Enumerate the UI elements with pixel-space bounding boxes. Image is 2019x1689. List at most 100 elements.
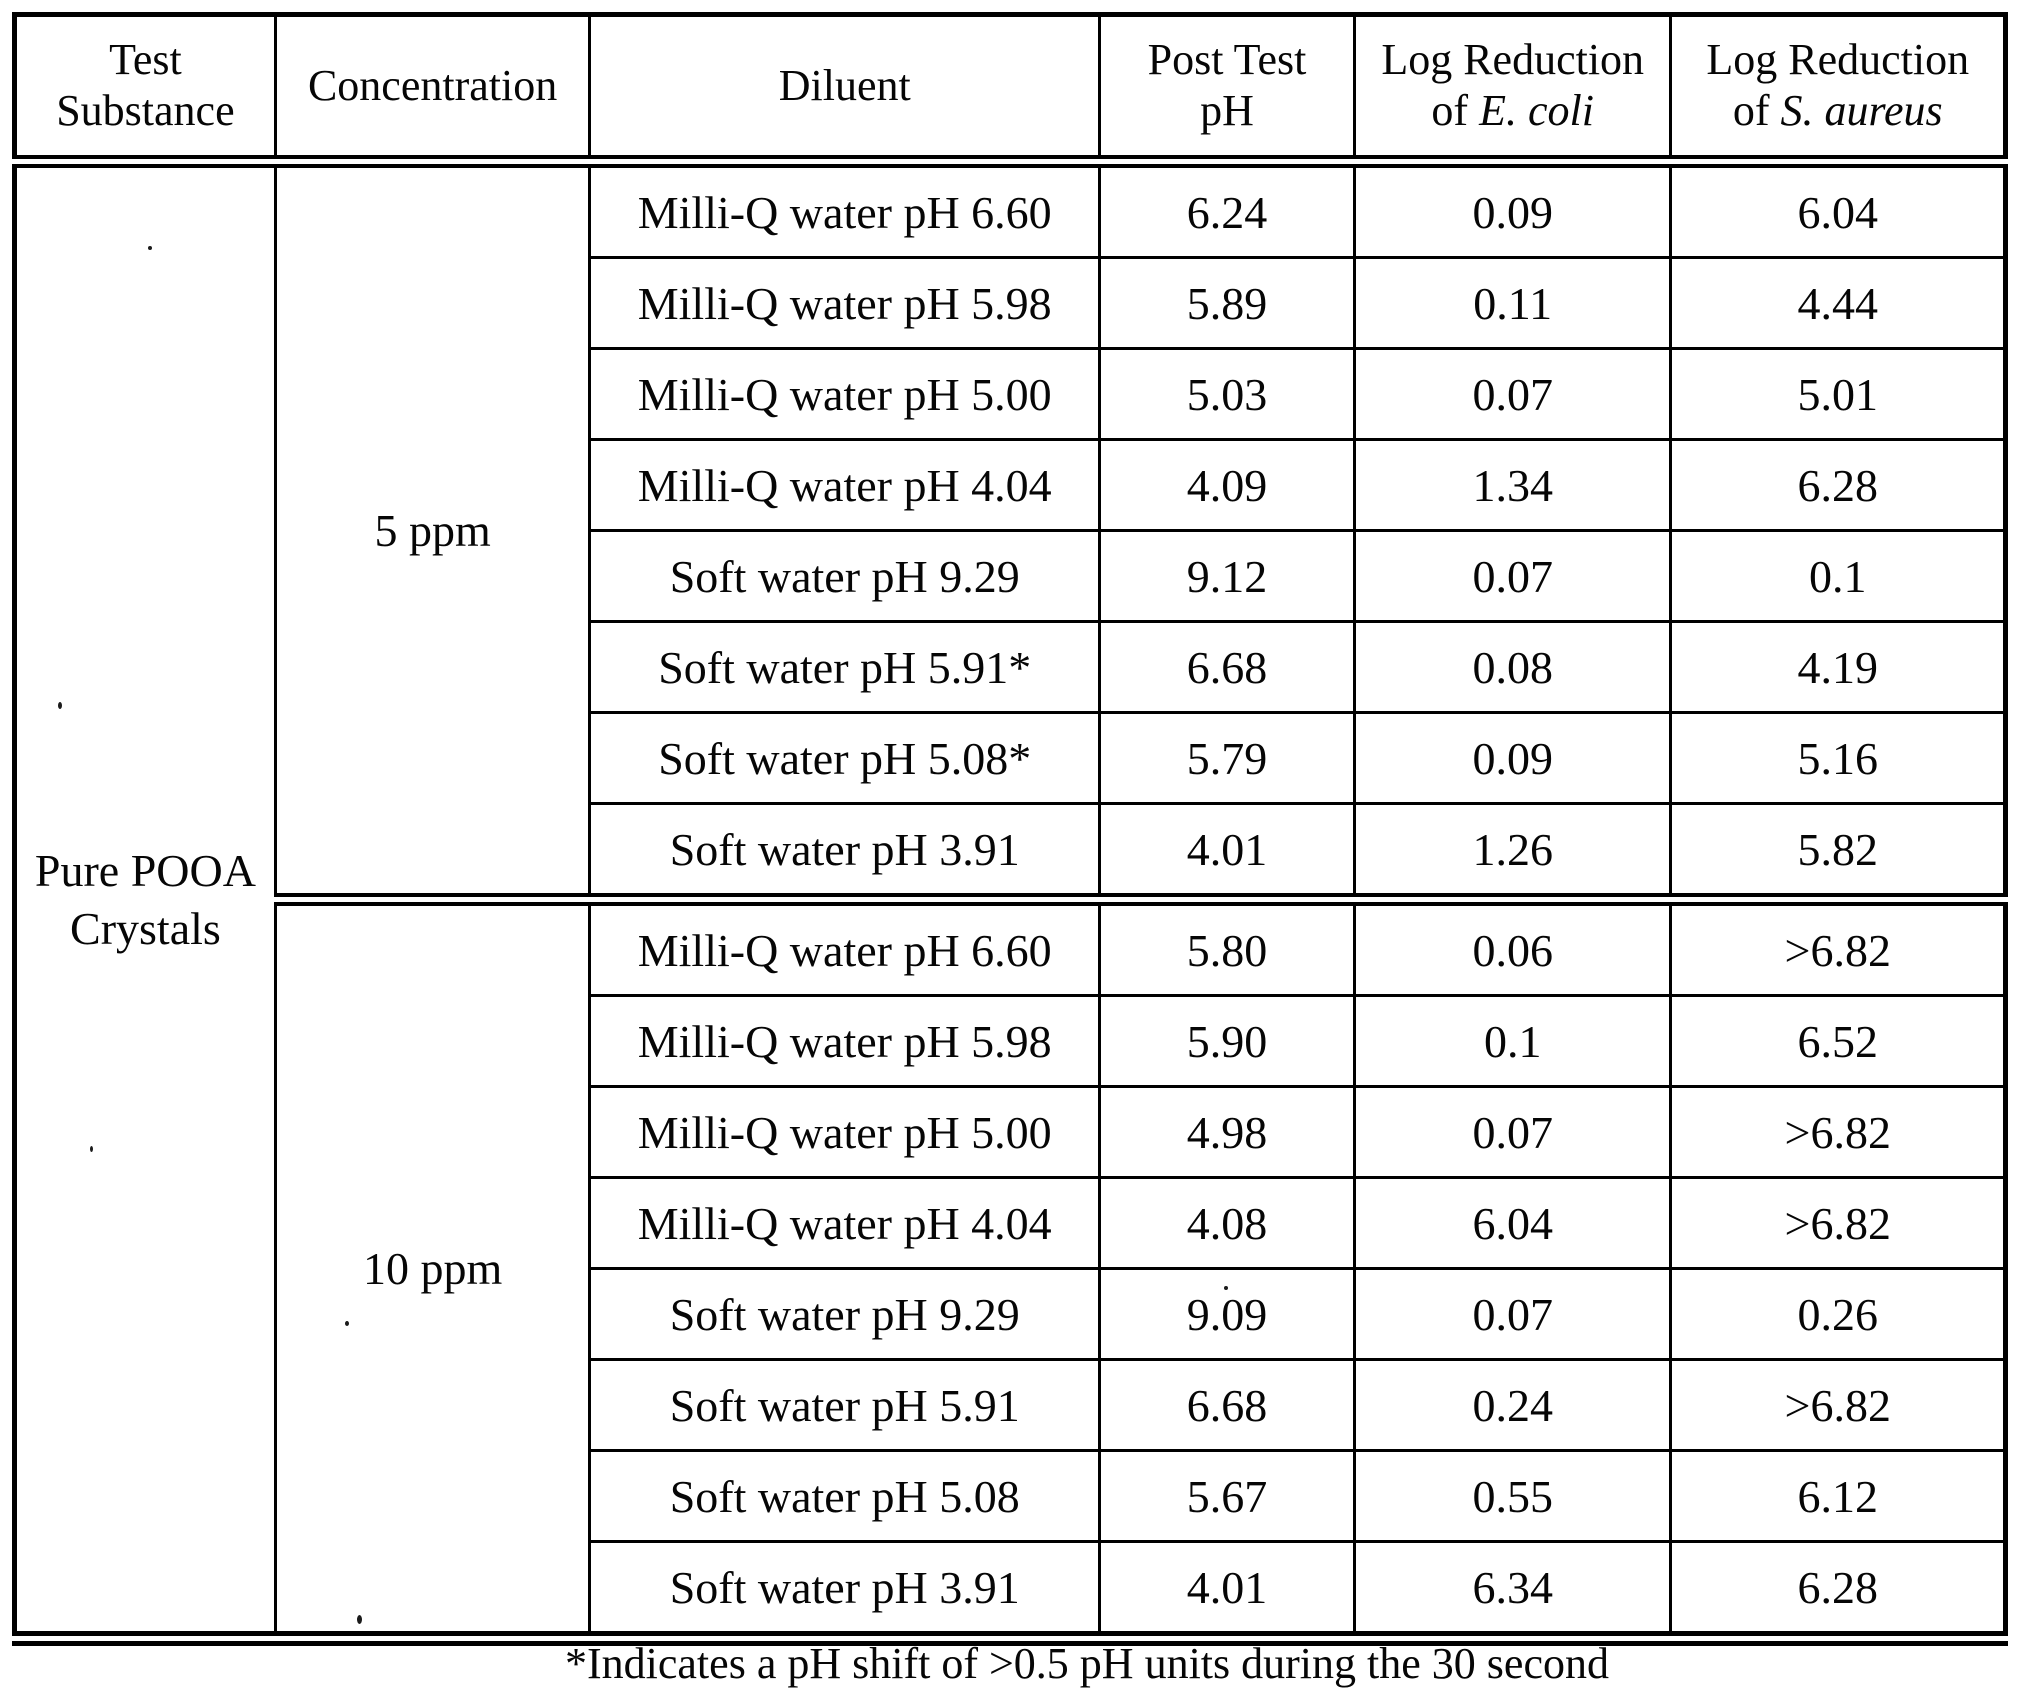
post-test-ph-cell: 6.68 — [1098, 620, 1356, 714]
post-test-ph-cell: 5.90 — [1098, 994, 1356, 1088]
table-row: Soft water pH 5.08 5.67 0.55 6.12 — [15, 1449, 2007, 1543]
header-saureus-species: S. aureus — [1780, 86, 1943, 135]
log-reduction-saureus-cell: 4.19 — [1669, 620, 2007, 714]
log-reduction-saureus-cell: 4.44 — [1669, 256, 2007, 350]
post-test-ph-cell: 5.79 — [1098, 711, 1356, 805]
log-reduction-ecoli-cell: 0.24 — [1352, 1358, 1673, 1452]
log-reduction-saureus-cell: 6.52 — [1669, 994, 2007, 1088]
test-substance-cell: Pure POOA Crystals — [13, 160, 277, 1640]
diluent-cell: Milli-Q water pH 5.00 — [588, 1085, 1102, 1179]
log-reduction-ecoli-cell: 0.07 — [1352, 1085, 1673, 1179]
scan-speck — [58, 702, 62, 709]
log-reduction-saureus-cell: 5.16 — [1669, 711, 2007, 805]
diluent-cell: Milli-Q water pH 5.00 — [588, 347, 1102, 441]
header-post-test-ph-line1: Post Test — [1147, 35, 1307, 85]
header-ecoli-species: E. coli — [1479, 86, 1594, 135]
diluent-cell: Milli-Q water pH 4.04 — [588, 438, 1102, 532]
table-row: Milli-Q water pH 4.04 4.08 6.04 >6.82 — [15, 1176, 2007, 1270]
log-reduction-ecoli-cell: 0.07 — [1352, 347, 1673, 441]
header-log-reduction-saureus: Log Reduction of S. aureus — [1669, 13, 2007, 168]
log-reduction-saureus-cell: >6.82 — [1669, 1176, 2007, 1270]
post-test-ph-cell: 4.08 — [1098, 1176, 1356, 1270]
diluent-cell: Milli-Q water pH 5.98 — [588, 256, 1102, 350]
post-test-ph-cell: 4.98 — [1098, 1085, 1356, 1179]
post-test-ph-cell: 5.67 — [1098, 1449, 1356, 1543]
table-row: Soft water pH 3.91 4.01 6.34 6.28 — [15, 1540, 2007, 1640]
log-reduction-saureus-cell: >6.82 — [1669, 893, 2007, 997]
diluent-cell: Soft water pH 5.91 — [588, 1358, 1102, 1452]
header-diluent: Diluent — [588, 13, 1102, 168]
post-test-ph-cell: 4.09 — [1098, 438, 1356, 532]
concentration-cell-10ppm: 10 ppm — [273, 893, 592, 1640]
log-reduction-saureus-cell: 5.01 — [1669, 347, 2007, 441]
log-reduction-ecoli-cell: 6.04 — [1352, 1176, 1673, 1270]
log-reduction-saureus-cell: 6.28 — [1669, 438, 2007, 532]
post-test-ph-cell: 4.01 — [1098, 1540, 1356, 1640]
scan-speck — [357, 1615, 362, 1624]
log-reduction-ecoli-cell: 0.55 — [1352, 1449, 1673, 1543]
table-row: Pure POOA Crystals 5 ppm Milli-Q water p… — [13, 160, 2007, 1640]
post-test-ph-cell: 5.89 — [1098, 256, 1356, 350]
table-row: Soft water pH 9.29 9.09 0.07 0.26 — [15, 1267, 2007, 1361]
log-reduction-ecoli-cell: 0.06 — [1352, 893, 1673, 997]
scan-speck — [1224, 1286, 1228, 1290]
log-reduction-saureus-cell: 6.28 — [1669, 1540, 2007, 1640]
post-test-ph-cell: 9.09 — [1098, 1267, 1356, 1361]
header-log-reduction-ecoli-line1: Log Reduction — [1381, 35, 1645, 85]
log-reduction-saureus-cell: >6.82 — [1669, 1085, 2007, 1179]
log-reduction-saureus-cell: 5.82 — [1669, 802, 2007, 901]
post-test-ph-cell: 6.24 — [1098, 160, 1356, 259]
scan-speck — [90, 1146, 93, 1152]
table-row: Milli-Q water pH 5.00 4.98 0.07 >6.82 — [15, 1085, 2007, 1179]
test-results-table: Test Substance Concentration Diluent Pos… — [12, 12, 2008, 1646]
log-reduction-ecoli-cell: 0.08 — [1352, 620, 1673, 714]
table-row: Soft water pH 5.91* 6.68 0.08 4.19 — [15, 620, 2007, 714]
concentration-cell-5ppm: 5 ppm — [273, 160, 592, 901]
log-reduction-ecoli-cell: 1.34 — [1352, 438, 1673, 532]
diluent-cell: Soft water pH 9.29 — [588, 1267, 1102, 1361]
header-post-test-ph-line2: pH — [1200, 86, 1254, 135]
table-row: Milli-Q water pH 5.98 5.89 0.11 4.44 — [15, 256, 2007, 350]
table-row: Soft water pH 5.91 6.68 0.24 >6.82 — [15, 1358, 2007, 1452]
post-test-ph-cell: 9.12 — [1098, 529, 1356, 623]
table-row: 10 ppm Milli-Q water pH 6.60 5.80 0.06 >… — [15, 893, 2007, 1640]
diluent-cell: Milli-Q water pH 6.60 — [588, 160, 1102, 259]
table-row: Soft water pH 9.29 9.12 0.07 0.1 — [15, 529, 2007, 623]
scan-speck — [148, 246, 152, 250]
diluent-cell: Milli-Q water pH 4.04 — [588, 1176, 1102, 1270]
table-row: Milli-Q water pH 5.98 5.90 0.1 6.52 — [15, 994, 2007, 1088]
post-test-ph-cell: 5.03 — [1098, 347, 1356, 441]
post-test-ph-cell: 5.80 — [1098, 893, 1356, 997]
diluent-cell: Soft water pH 5.08 — [588, 1449, 1102, 1543]
log-reduction-ecoli-cell: 0.09 — [1352, 160, 1673, 259]
log-reduction-saureus-cell: 6.04 — [1669, 160, 2007, 259]
table-row: Milli-Q water pH 5.00 5.03 0.07 5.01 — [15, 347, 2007, 441]
header-log-reduction-ecoli-prefix: of — [1431, 86, 1480, 135]
table-row: Milli-Q water pH 4.04 4.09 1.34 6.28 — [15, 438, 2007, 532]
log-reduction-saureus-cell: >6.82 — [1669, 1358, 2007, 1452]
log-reduction-saureus-cell: 6.12 — [1669, 1449, 2007, 1543]
diluent-cell: Soft water pH 5.91* — [588, 620, 1102, 714]
header-test-substance-line1: Test — [109, 35, 182, 85]
log-reduction-saureus-cell: 0.1 — [1669, 529, 2007, 623]
log-reduction-ecoli-cell: 0.07 — [1352, 1267, 1673, 1361]
header-row: Test Substance Concentration Diluent Pos… — [13, 13, 2007, 168]
diluent-cell: Soft water pH 9.29 — [588, 529, 1102, 623]
diluent-cell: Soft water pH 5.08* — [588, 711, 1102, 805]
log-reduction-ecoli-cell: 0.1 — [1352, 994, 1673, 1088]
header-log-reduction-ecoli: Log Reduction of E. coli — [1352, 13, 1673, 168]
footnote-text: *Indicates a pH shift of >0.5 pH units d… — [565, 1639, 1609, 1688]
header-log-reduction-saureus-prefix: of — [1732, 86, 1781, 135]
log-reduction-ecoli-cell: 6.34 — [1352, 1540, 1673, 1640]
log-reduction-ecoli-cell: 0.11 — [1352, 256, 1673, 350]
header-concentration: Concentration — [273, 13, 592, 168]
diluent-cell: Milli-Q water pH 6.60 — [588, 893, 1102, 997]
post-test-ph-cell: 4.01 — [1098, 802, 1356, 901]
scan-speck — [345, 1321, 349, 1326]
diluent-cell: Milli-Q water pH 5.98 — [588, 994, 1102, 1088]
table-row: Soft water pH 5.08* 5.79 0.09 5.16 — [15, 711, 2007, 805]
diluent-cell: Soft water pH 3.91 — [588, 802, 1102, 901]
table-row: Soft water pH 3.91 4.01 1.26 5.82 — [15, 802, 2007, 901]
post-test-ph-cell: 6.68 — [1098, 1358, 1356, 1452]
log-reduction-ecoli-cell: 0.09 — [1352, 711, 1673, 805]
